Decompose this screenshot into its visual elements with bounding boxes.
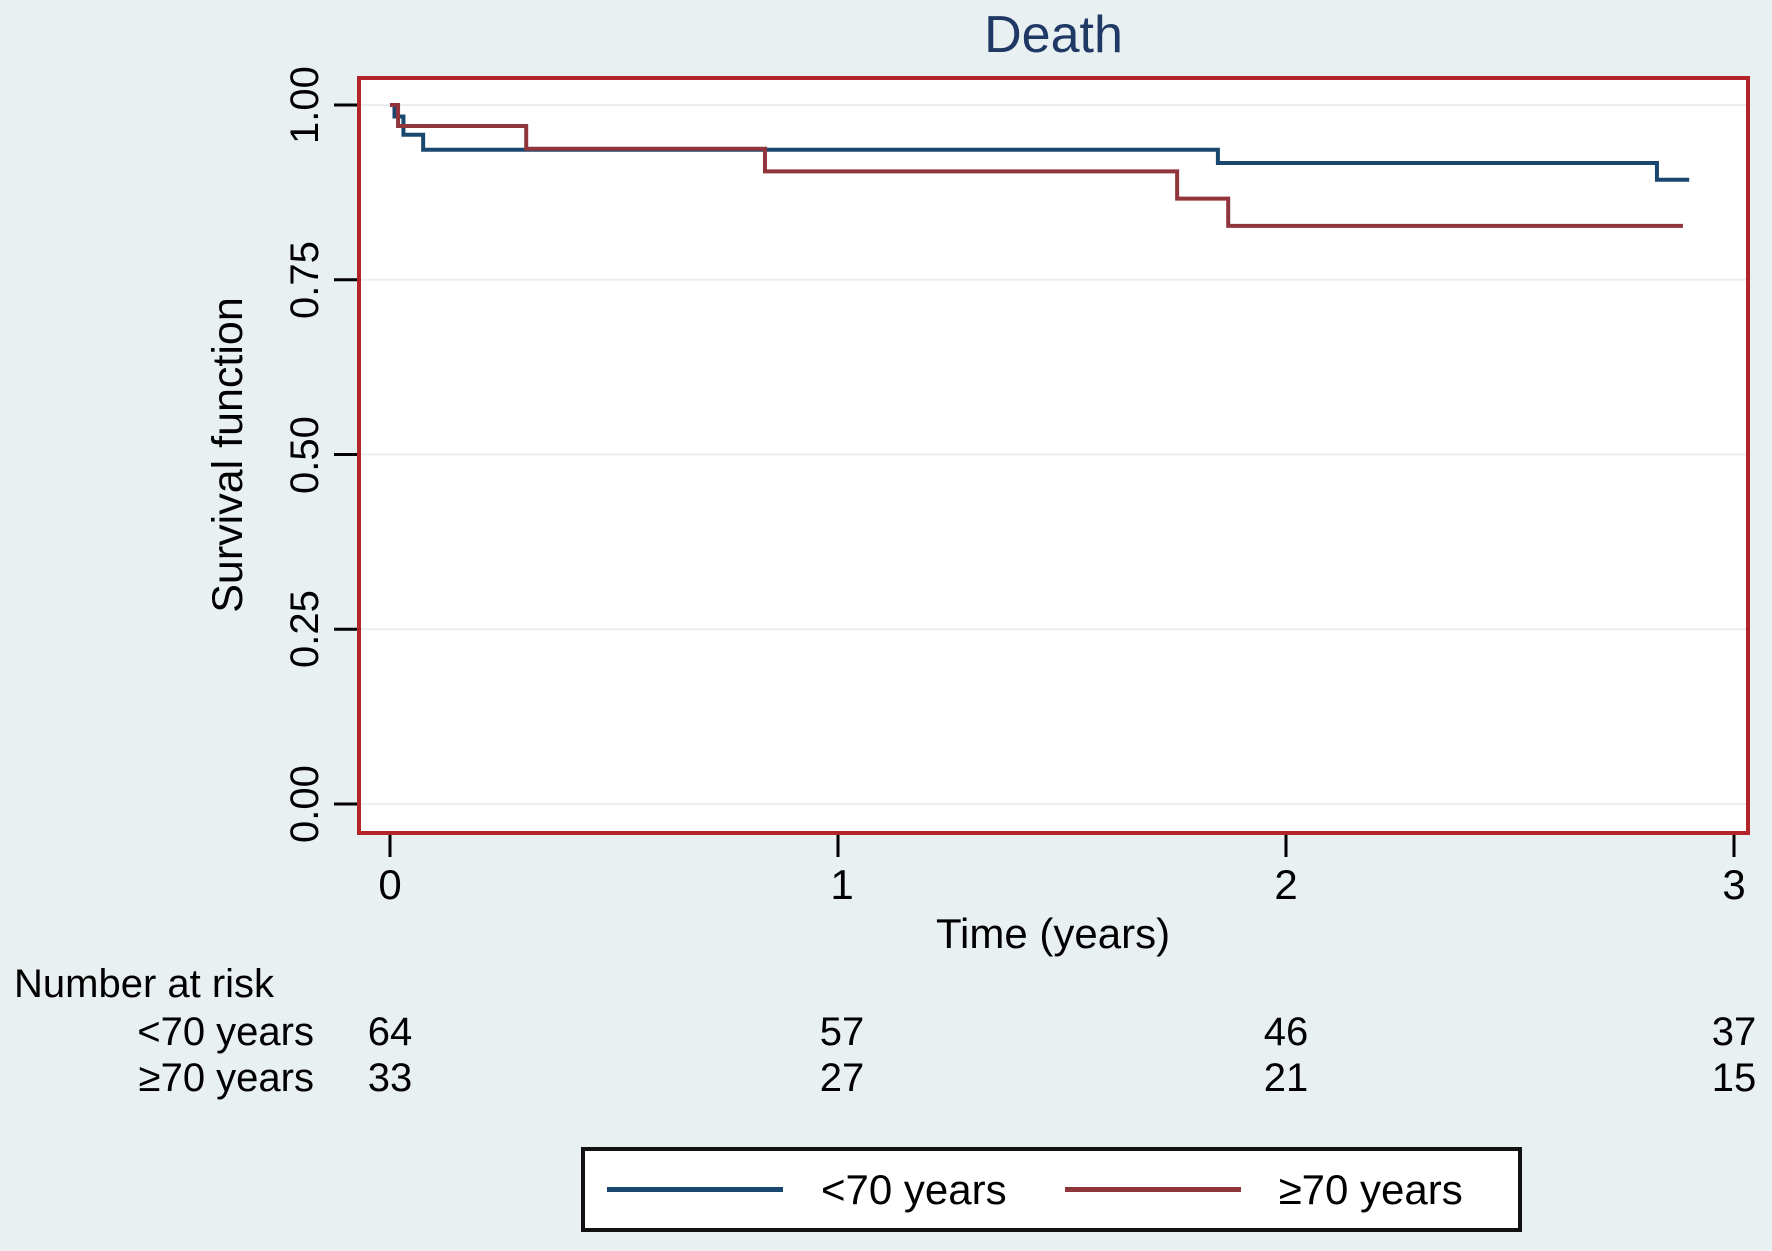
y-axis-title: Survival function bbox=[204, 297, 252, 613]
plot-border bbox=[357, 76, 1750, 835]
risk-value: 27 bbox=[819, 1056, 865, 1100]
risk-value: 21 bbox=[1263, 1056, 1309, 1100]
x-tick-label-2: 2 bbox=[1274, 861, 1298, 908]
legend: <70 years ≥70 years bbox=[581, 1147, 1522, 1232]
risk-row-label-under70: <70 years bbox=[137, 1010, 314, 1054]
risk-row-label-over70: ≥70 years bbox=[138, 1056, 314, 1100]
risk-value: 37 bbox=[1711, 1010, 1757, 1054]
y-tick-label-0.75: 0.75 bbox=[283, 241, 327, 319]
x-tick-label-3: 3 bbox=[1722, 861, 1746, 908]
x-axis-title: Time (years) bbox=[935, 910, 1171, 957]
risk-value: 57 bbox=[819, 1010, 865, 1054]
y-tick-label-0.00: 0.00 bbox=[283, 765, 327, 843]
y-tick-label-0.25: 0.25 bbox=[283, 590, 327, 668]
legend-swatch-over70 bbox=[1064, 1187, 1241, 1192]
legend-label-under70: <70 years bbox=[821, 1165, 1007, 1213]
risk-value: 46 bbox=[1263, 1010, 1309, 1054]
km-curve-over-70 bbox=[390, 103, 1683, 228]
legend-swatch-under70 bbox=[607, 1187, 783, 1192]
y-tick-label-0.50: 0.50 bbox=[283, 416, 327, 494]
risk-value: 15 bbox=[1711, 1056, 1757, 1100]
x-tick-label-1: 1 bbox=[830, 861, 854, 908]
risk-value: 64 bbox=[367, 1010, 413, 1054]
km-curve-under-70 bbox=[390, 103, 1690, 182]
legend-label-over70: ≥70 years bbox=[1278, 1165, 1463, 1213]
page-title: Death bbox=[984, 6, 1123, 64]
risk-value: 33 bbox=[367, 1056, 413, 1100]
risk-table-title: Number at risk bbox=[14, 962, 275, 1006]
x-tick-label-0: 0 bbox=[378, 861, 402, 908]
y-tick-label-1.00: 1.00 bbox=[283, 66, 327, 144]
